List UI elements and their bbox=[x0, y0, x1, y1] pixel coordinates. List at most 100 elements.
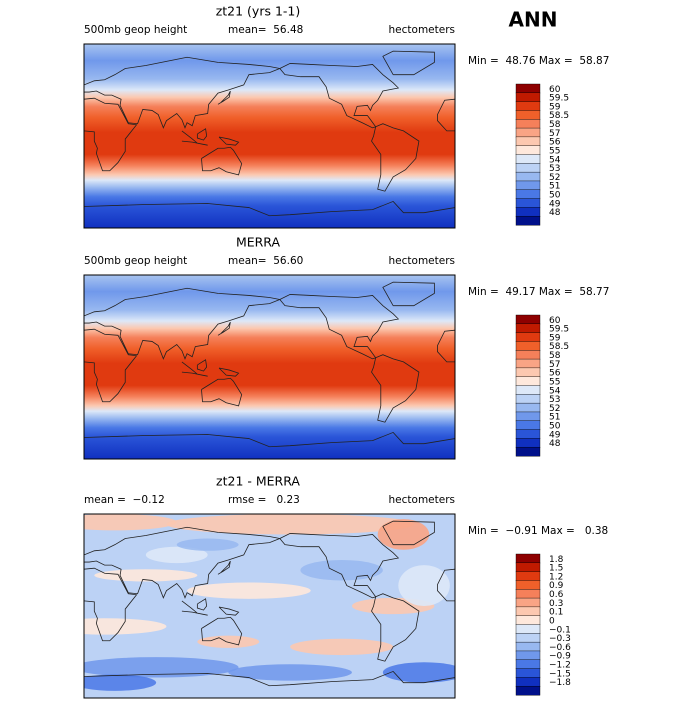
panel: MERRA 500mb geop height mean= 56.60 hectome… bbox=[84, 235, 609, 460]
colorbar-swatch bbox=[515, 394, 541, 404]
colorbar-swatch bbox=[515, 127, 541, 138]
map bbox=[84, 275, 455, 459]
colorbar-label: 53 bbox=[549, 164, 560, 174]
panel: zt21 (yrs 1-1) 500mb geop height mean= 56.… bbox=[84, 4, 609, 229]
colorbar-label: 1.5 bbox=[549, 564, 563, 574]
anomaly-patch bbox=[166, 514, 414, 535]
anomaly-patch bbox=[197, 635, 260, 648]
min-max: Min = 49.17 Max = 58.77 bbox=[468, 286, 609, 298]
anomaly-patch bbox=[84, 514, 177, 531]
units-label: hectometers bbox=[389, 494, 455, 506]
colorbar-swatch bbox=[515, 685, 541, 696]
colorbar-swatch bbox=[515, 83, 541, 94]
colorbar-swatch bbox=[515, 136, 541, 147]
panel: zt21 - MERRA mean = −0.12 rmse = 0.23 hecto… bbox=[43, 474, 608, 699]
map-field bbox=[84, 44, 456, 229]
colorbar-swatch bbox=[515, 624, 541, 634]
colorbar-label: −0.1 bbox=[549, 625, 571, 635]
colorbar-swatch bbox=[515, 171, 541, 182]
colorbar-swatch bbox=[515, 589, 541, 599]
anomaly-patch bbox=[84, 674, 157, 691]
colorbar-swatch bbox=[515, 207, 541, 217]
colorbar-swatch bbox=[515, 446, 541, 457]
colorbar-label: 0.6 bbox=[549, 590, 564, 600]
map-frame bbox=[84, 44, 455, 228]
colorbar-label: −1.8 bbox=[549, 678, 571, 688]
anomaly-patch bbox=[187, 582, 311, 599]
colorbar-swatch bbox=[515, 119, 541, 129]
colorbar-label: 49 bbox=[549, 199, 561, 209]
map bbox=[84, 44, 455, 228]
anomaly-patch bbox=[300, 560, 383, 581]
colorbar-label: 58 bbox=[549, 351, 561, 361]
colorbar-swatch bbox=[515, 376, 541, 387]
colorbar-label: 49 bbox=[549, 430, 561, 440]
anomaly-patch bbox=[176, 538, 239, 551]
colorbar-label: 48 bbox=[549, 439, 561, 449]
colorbar-label: 1.8 bbox=[549, 555, 564, 565]
colorbar-swatch bbox=[515, 332, 541, 342]
colorbar-swatch bbox=[515, 92, 541, 103]
colorbar-label: 51 bbox=[549, 413, 560, 423]
colorbar-swatch bbox=[515, 641, 541, 652]
colorbar-swatch bbox=[515, 615, 541, 626]
colorbar-swatch bbox=[515, 668, 541, 678]
min-max: Min = 48.76 Max = 58.87 bbox=[468, 55, 609, 67]
colorbar-label: −0.3 bbox=[549, 634, 571, 644]
colorbar-swatch bbox=[515, 438, 541, 448]
colorbar-label: 55 bbox=[549, 377, 560, 387]
colorbar-swatch bbox=[515, 571, 541, 581]
colorbar-label: 51 bbox=[549, 182, 560, 192]
panel-title: MERRA bbox=[236, 235, 281, 250]
colorbar-label: 59.5 bbox=[549, 94, 569, 104]
map-frame bbox=[84, 275, 455, 459]
colorbar-label: 50 bbox=[549, 191, 561, 201]
colorbar-label: 0.3 bbox=[549, 599, 563, 609]
colorbar-swatch bbox=[515, 215, 541, 226]
colorbar-label: −1.5 bbox=[549, 669, 571, 679]
colorbar-swatch bbox=[515, 562, 541, 573]
colorbar-swatch bbox=[515, 659, 541, 670]
colorbar-swatch bbox=[515, 553, 541, 564]
colorbar-swatch bbox=[515, 420, 541, 431]
colorbar-label: −1.2 bbox=[549, 661, 571, 671]
min-max: Min = −0.91 Max = 0.38 bbox=[468, 525, 608, 537]
colorbar-label: 58.5 bbox=[549, 111, 569, 121]
colorbar-label: 56 bbox=[549, 138, 561, 148]
colorbar-swatch bbox=[515, 341, 541, 351]
panel-title: zt21 - MERRA bbox=[216, 474, 300, 489]
colorbar-label: 0.1 bbox=[549, 608, 563, 618]
colorbar-label: 0.9 bbox=[549, 581, 564, 591]
map bbox=[43, 514, 466, 698]
colorbar-swatch bbox=[515, 110, 541, 120]
colorbar-swatch bbox=[515, 633, 541, 643]
colorbar-label: 58 bbox=[549, 120, 561, 130]
colorbar-swatch bbox=[515, 350, 541, 360]
colorbar-swatch bbox=[515, 677, 541, 687]
season-label: ANN bbox=[509, 8, 558, 32]
colorbar-label: 48 bbox=[549, 208, 561, 218]
anomaly-patch bbox=[290, 638, 394, 656]
anomaly-patch bbox=[382, 662, 456, 683]
map-field bbox=[84, 275, 456, 459]
colorbar-label: 57 bbox=[549, 129, 560, 139]
anomaly-patch bbox=[398, 565, 450, 606]
colorbar-swatch bbox=[515, 385, 541, 395]
panel-title: zt21 (yrs 1-1) bbox=[216, 4, 301, 19]
colorbar-label: 58.5 bbox=[549, 342, 569, 352]
colorbar-swatch bbox=[515, 314, 541, 325]
colorbar-swatch bbox=[515, 198, 541, 208]
colorbar-label: 52 bbox=[549, 173, 560, 183]
colorbar-label: 54 bbox=[549, 386, 561, 396]
colorbar-swatch bbox=[515, 101, 541, 111]
colorbar-swatch bbox=[515, 358, 541, 369]
colorbar-swatch bbox=[515, 145, 541, 156]
center-label: rmse = 0.23 bbox=[228, 494, 300, 506]
colorbar-label: 59.5 bbox=[549, 325, 569, 335]
colorbar-swatch bbox=[515, 189, 541, 200]
colorbar-swatch bbox=[515, 180, 541, 191]
colorbar-label: 0 bbox=[549, 616, 555, 626]
anomaly-patch bbox=[228, 664, 352, 681]
